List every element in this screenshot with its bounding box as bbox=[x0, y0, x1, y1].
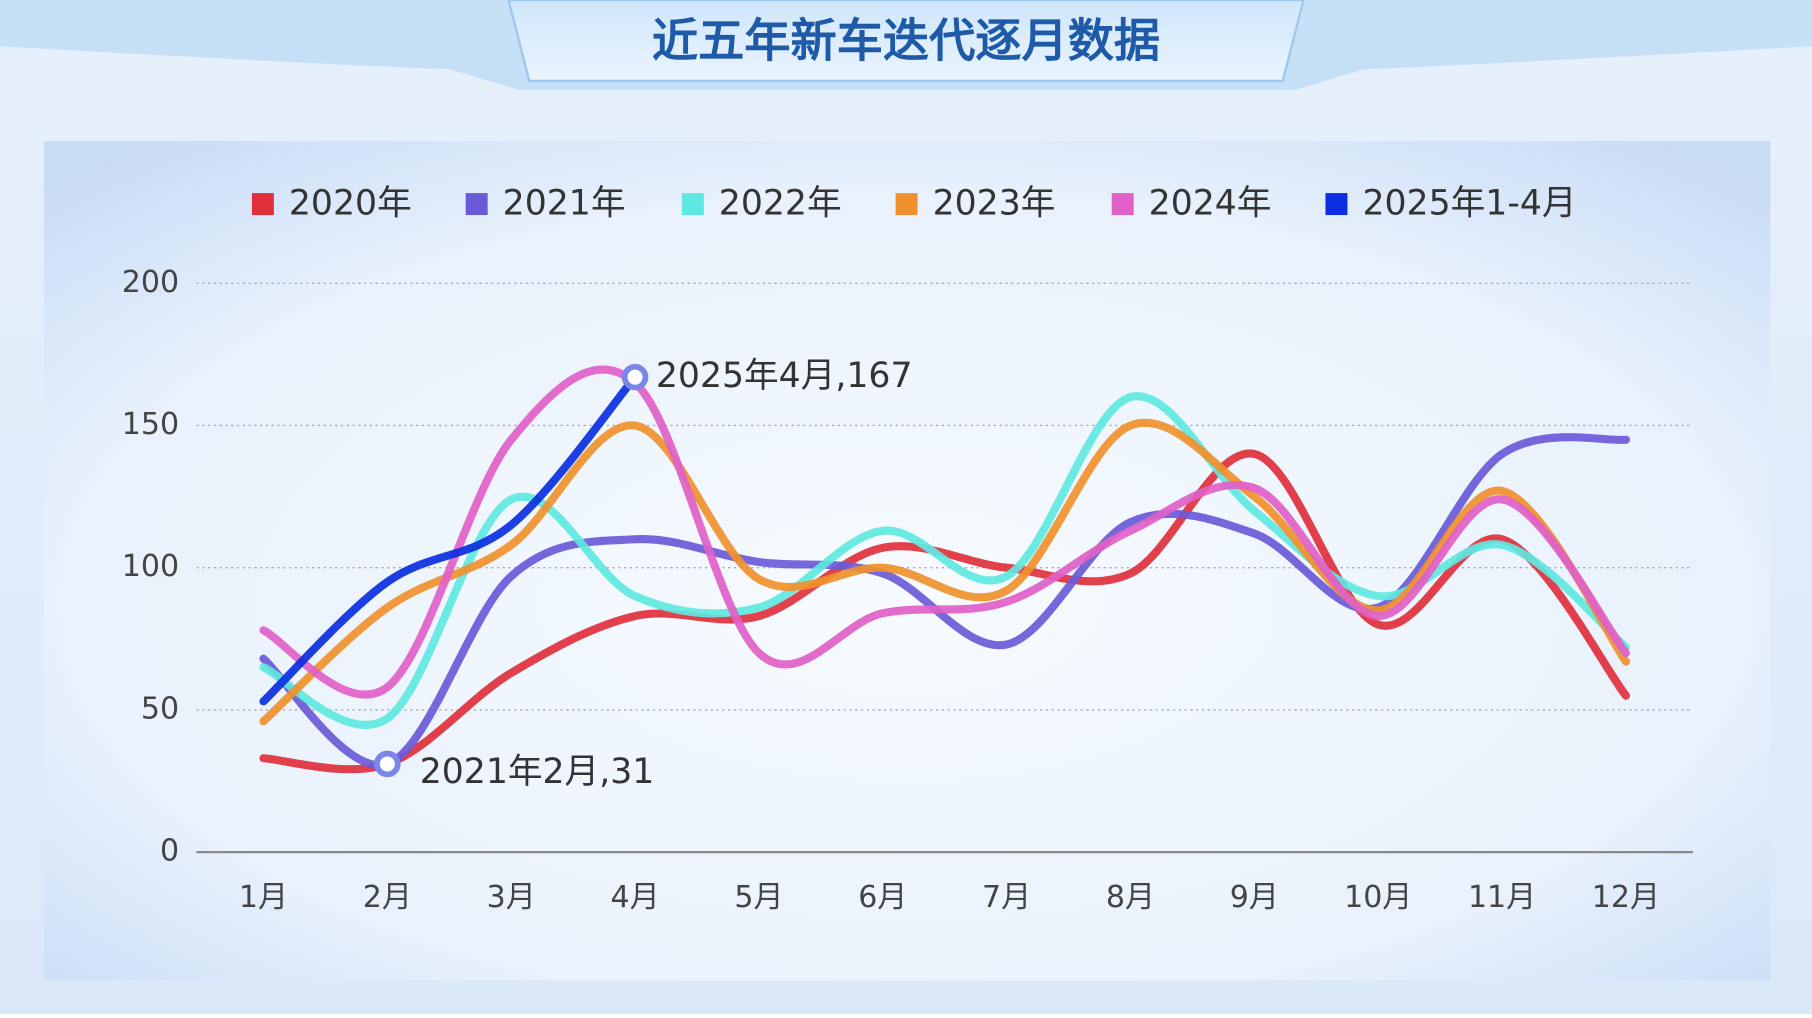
annotation: 2021年2月,31 bbox=[420, 752, 655, 792]
x-tick-label: 5月 bbox=[734, 880, 783, 915]
legend-label: 2022年 bbox=[719, 184, 842, 224]
y-tick-label: 100 bbox=[122, 549, 179, 584]
legend-swatch bbox=[681, 193, 704, 216]
panel bbox=[43, 141, 1771, 981]
annotation: 2025年4月,167 bbox=[656, 356, 913, 396]
annotation-marker bbox=[621, 363, 649, 391]
legend-label: 2023年 bbox=[933, 184, 1056, 224]
annotation-marker bbox=[374, 750, 401, 778]
legend-swatch bbox=[895, 193, 918, 216]
series-line bbox=[259, 373, 640, 706]
series-line bbox=[259, 418, 1630, 726]
legend-label: 2025年1-4月 bbox=[1362, 184, 1576, 224]
x-tick-label: 11月 bbox=[1468, 880, 1536, 915]
y-tick-label: 150 bbox=[122, 407, 179, 442]
x-tick-label: 3月 bbox=[487, 880, 536, 915]
legend-swatch bbox=[1325, 193, 1348, 216]
legend-label: 2024年 bbox=[1149, 184, 1272, 224]
x-tick-label: 8月 bbox=[1106, 880, 1155, 915]
legend-label: 2020年 bbox=[289, 184, 412, 224]
chart-title: 近五年新车迭代逐月数据 bbox=[652, 13, 1160, 67]
series-line bbox=[259, 449, 1630, 774]
banner bbox=[507, 0, 1305, 83]
x-tick-label: 12月 bbox=[1592, 880, 1660, 915]
series-line bbox=[259, 392, 1630, 729]
y-tick-label: 200 bbox=[122, 265, 179, 300]
x-tick-label: 1月 bbox=[239, 880, 288, 915]
series-line bbox=[259, 365, 1630, 699]
x-tick-label: 2月 bbox=[363, 880, 412, 915]
x-tick-label: 7月 bbox=[982, 880, 1031, 915]
x-tick-label: 9月 bbox=[1230, 880, 1279, 915]
legend-swatch bbox=[251, 193, 274, 216]
legend-swatch bbox=[465, 193, 488, 216]
legend-swatch bbox=[1111, 193, 1134, 216]
x-tick-label: 6月 bbox=[858, 880, 907, 915]
y-tick-label: 50 bbox=[141, 691, 179, 726]
y-tick-label: 0 bbox=[160, 834, 179, 869]
x-tick-label: 10月 bbox=[1344, 880, 1412, 915]
legend-label: 2021年 bbox=[503, 184, 626, 224]
x-tick-label: 4月 bbox=[610, 880, 659, 915]
